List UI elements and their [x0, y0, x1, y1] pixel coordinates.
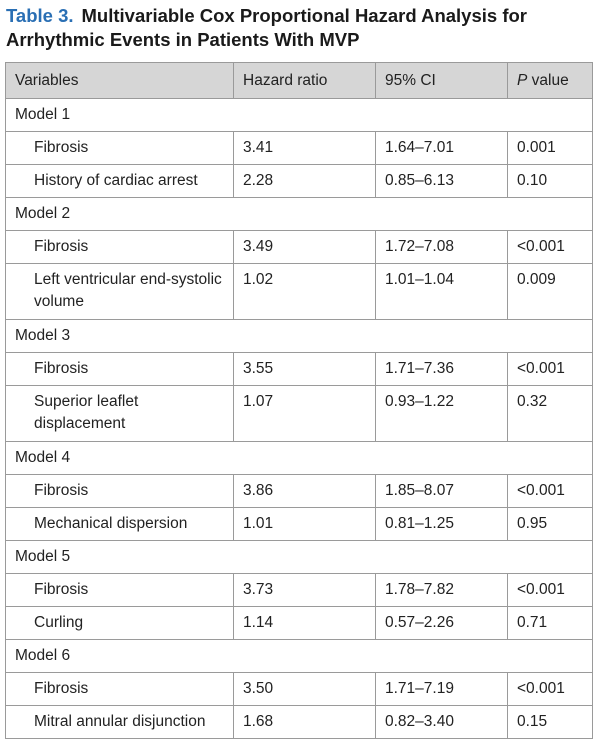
column-header: Hazard ratio [233, 62, 376, 99]
value-cell: 0.93–1.22 [375, 385, 508, 442]
variable-cell: Curling [5, 606, 234, 640]
value-cell: 0.82–3.40 [375, 705, 508, 739]
table: Variables Hazard ratio 95% CI P value Model… [5, 62, 593, 739]
group-label: Model 5 [5, 540, 593, 574]
data-row: Fibrosis 3.49 1.72–7.08 <0.001 [5, 230, 593, 264]
data-row: Left ventricular end-systolic volume 1.02… [5, 263, 593, 320]
value-cell: 0.15 [507, 705, 593, 739]
variable-cell: Left ventricular end-systolic volume [5, 263, 234, 320]
value-cell: 1.07 [233, 385, 376, 442]
value-cell: 3.49 [233, 230, 376, 264]
value-cell: <0.001 [507, 672, 593, 706]
table-title: Table 3. Multivariable Cox Proportional H… [6, 4, 594, 52]
value-cell: 1.14 [233, 606, 376, 640]
title-text: Multivariable Cox Proportional Hazard An… [6, 5, 527, 50]
data-row: Curling 1.14 0.57–2.26 0.71 [5, 606, 593, 640]
group-row: Model 2 [5, 197, 593, 231]
value-cell: 3.50 [233, 672, 376, 706]
value-cell: 0.71 [507, 606, 593, 640]
group-label: Model 4 [5, 441, 593, 475]
table-body: Model 1 Fibrosis 3.41 1.64–7.01 0.001 History… [5, 98, 593, 739]
group-row: Model 5 [5, 540, 593, 574]
column-header: 95% CI [375, 62, 508, 99]
variable-cell: Fibrosis [5, 230, 234, 264]
data-row: Fibrosis 3.73 1.78–7.82 <0.001 [5, 573, 593, 607]
value-cell: 1.85–8.07 [375, 474, 508, 508]
value-cell: 0.32 [507, 385, 593, 442]
variable-cell: Fibrosis [5, 573, 234, 607]
value-cell: 1.02 [233, 263, 376, 320]
value-cell: 1.72–7.08 [375, 230, 508, 264]
data-row: Fibrosis 3.55 1.71–7.36 <0.001 [5, 352, 593, 386]
value-cell: 1.71–7.19 [375, 672, 508, 706]
data-row: Fibrosis 3.86 1.85–8.07 <0.001 [5, 474, 593, 508]
value-cell: 0.95 [507, 507, 593, 541]
value-cell: <0.001 [507, 474, 593, 508]
value-cell: 3.73 [233, 573, 376, 607]
variable-cell: Mechanical dispersion [5, 507, 234, 541]
value-cell: 3.41 [233, 131, 376, 165]
group-row: Model 4 [5, 441, 593, 475]
group-row: Model 3 [5, 319, 593, 353]
value-cell: 2.28 [233, 164, 376, 198]
value-cell: 1.68 [233, 705, 376, 739]
value-cell: 3.55 [233, 352, 376, 386]
column-header: P value [507, 62, 593, 99]
value-cell: 0.001 [507, 131, 593, 165]
group-row: Model 6 [5, 639, 593, 673]
value-cell: 3.86 [233, 474, 376, 508]
table-label: Table 3. [6, 5, 74, 26]
value-cell: 0.57–2.26 [375, 606, 508, 640]
table-head: Variables Hazard ratio 95% CI P value [5, 62, 593, 99]
variable-cell: Superior leaflet displacement [5, 385, 234, 442]
group-label: Model 1 [5, 98, 593, 132]
value-cell: 0.81–1.25 [375, 507, 508, 541]
data-row: Superior leaflet displacement 1.07 0.93–1.… [5, 385, 593, 442]
value-cell: 1.71–7.36 [375, 352, 508, 386]
variable-cell: Fibrosis [5, 474, 234, 508]
value-cell: 0.85–6.13 [375, 164, 508, 198]
value-cell: 1.78–7.82 [375, 573, 508, 607]
value-cell: <0.001 [507, 230, 593, 264]
data-row: Mitral annular disjunction 1.68 0.82–3.40 0… [5, 705, 593, 739]
value-cell: <0.001 [507, 352, 593, 386]
value-cell: 1.64–7.01 [375, 131, 508, 165]
variable-cell: Mitral annular disjunction [5, 705, 234, 739]
value-cell: 1.01 [233, 507, 376, 541]
group-label: Model 3 [5, 319, 593, 353]
data-row: Fibrosis 3.50 1.71–7.19 <0.001 [5, 672, 593, 706]
value-cell: 1.01–1.04 [375, 263, 508, 320]
group-row: Model 1 [5, 98, 593, 132]
data-row: Fibrosis 3.41 1.64–7.01 0.001 [5, 131, 593, 165]
variable-cell: Fibrosis [5, 672, 234, 706]
group-label: Model 2 [5, 197, 593, 231]
variable-cell: History of cardiac arrest [5, 164, 234, 198]
variable-cell: Fibrosis [5, 352, 234, 386]
group-label: Model 6 [5, 639, 593, 673]
value-cell: <0.001 [507, 573, 593, 607]
header-row: Variables Hazard ratio 95% CI P value [5, 62, 593, 99]
column-header: Variables [5, 62, 234, 99]
value-cell: 0.10 [507, 164, 593, 198]
data-row: History of cardiac arrest 2.28 0.85–6.13 0.… [5, 164, 593, 198]
value-cell: 0.009 [507, 263, 593, 320]
data-row: Mechanical dispersion 1.01 0.81–1.25 0.95 [5, 507, 593, 541]
variable-cell: Fibrosis [5, 131, 234, 165]
